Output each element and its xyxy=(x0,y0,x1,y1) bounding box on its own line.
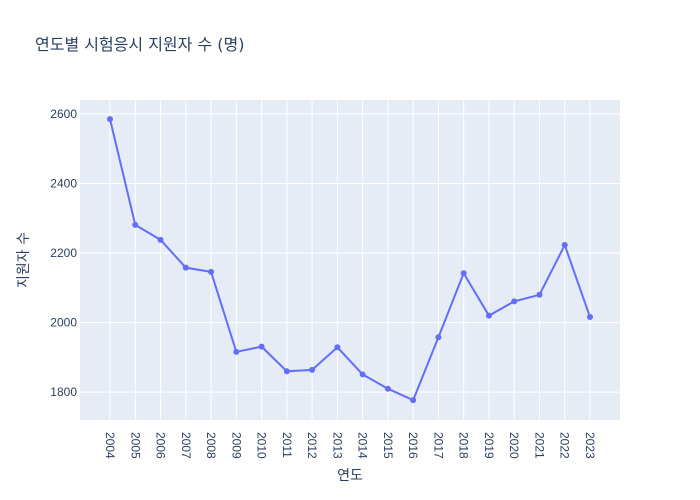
x-gridlines xyxy=(109,100,591,420)
x-tick-label: 2018 xyxy=(457,432,471,459)
series-points xyxy=(107,116,593,404)
y-tick-label: 2000 xyxy=(50,316,77,330)
y-tick-label: 2600 xyxy=(50,107,77,121)
x-tick-label: 2008 xyxy=(204,432,218,459)
x-axis-ticks: 2004 2005 2006 2007 2008 2009 2010 2011 2012 2013… xyxy=(103,432,597,459)
x-tick-label: 2004 xyxy=(103,432,117,459)
x-tick-label: 2013 xyxy=(330,432,344,459)
y-tick-label: 2400 xyxy=(50,176,77,190)
data-point xyxy=(258,343,265,350)
data-point xyxy=(157,236,164,243)
series-line xyxy=(109,118,591,402)
data-point xyxy=(283,368,290,375)
y-axis-label: 지원자 수 xyxy=(16,232,32,288)
data-point xyxy=(334,344,341,351)
data-point xyxy=(384,385,391,392)
x-tick-label: 2012 xyxy=(305,432,319,459)
data-point xyxy=(485,312,492,319)
x-tick-label: 2017 xyxy=(431,432,445,459)
data-point xyxy=(107,116,113,123)
data-point xyxy=(435,334,442,341)
data-point xyxy=(208,268,215,275)
x-tick-label: 2016 xyxy=(406,432,420,459)
x-tick-label: 2021 xyxy=(532,432,546,459)
data-point xyxy=(182,264,189,271)
x-tick-label: 2006 xyxy=(154,432,168,459)
x-tick-label: 2005 xyxy=(128,432,142,459)
chart-title: 연도별 시험응시 지원자 수 (명) xyxy=(35,35,244,54)
x-tick-label: 2014 xyxy=(356,432,370,459)
data-point xyxy=(132,221,139,228)
y-gridlines xyxy=(80,113,620,393)
y-axis-ticks: 1800 2000 2200 2400 2600 xyxy=(50,107,77,399)
x-tick-label: 2007 xyxy=(179,432,193,459)
x-tick-label: 2015 xyxy=(381,432,395,459)
plot-area xyxy=(80,100,620,420)
x-tick-label: 2023 xyxy=(583,432,597,459)
data-point xyxy=(511,298,518,305)
data-point xyxy=(561,242,568,249)
data-point xyxy=(309,366,316,373)
y-tick-label: 2200 xyxy=(50,246,77,260)
data-point xyxy=(536,291,543,298)
data-point xyxy=(233,348,240,355)
x-tick-label: 2011 xyxy=(280,432,294,458)
x-axis-label: 연도 xyxy=(337,468,363,484)
x-tick-label: 2019 xyxy=(482,432,496,459)
data-point xyxy=(460,270,467,277)
x-tick-label: 2022 xyxy=(558,432,572,459)
data-point xyxy=(410,397,417,404)
x-tick-label: 2009 xyxy=(229,432,243,459)
data-point xyxy=(587,314,593,321)
data-point xyxy=(359,371,366,378)
x-tick-label: 2020 xyxy=(507,432,521,459)
x-tick-label: 2010 xyxy=(255,432,269,459)
y-tick-label: 1800 xyxy=(50,385,77,399)
